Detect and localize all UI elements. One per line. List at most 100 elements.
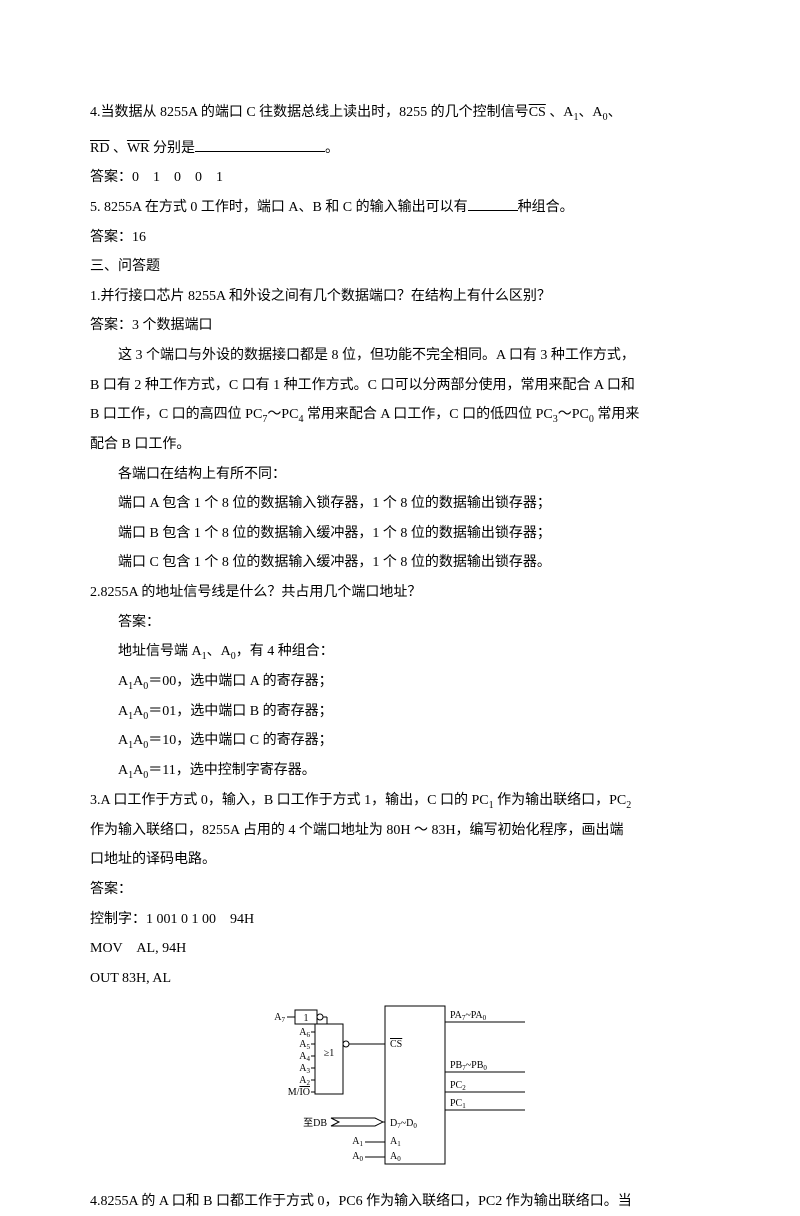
text: 4.当数据从 8255A 的端口 C 往数据总线上读出时，8255 的几个控制信… xyxy=(90,105,529,120)
qa2-p2: A1A0＝00，选中端口 A 的寄存器； xyxy=(90,669,710,696)
text: ＝10，选中端口 C 的寄存器； xyxy=(148,733,332,748)
text: 。 xyxy=(325,141,339,156)
svg-text:D7~D0: D7~D0 xyxy=(390,1118,417,1130)
qa2-p1: 地址信号端 A1、A0，有 4 种组合： xyxy=(90,639,710,666)
svg-text:A3: A3 xyxy=(299,1063,310,1075)
rd-overline: RD xyxy=(90,136,109,163)
sub: 1 xyxy=(462,1102,466,1110)
text: ～PC xyxy=(267,407,298,422)
text: 、A xyxy=(207,644,231,659)
svg-text:A6: A6 xyxy=(299,1027,310,1039)
text: ＝00，选中端口 A 的寄存器； xyxy=(148,674,332,689)
svg-text:A0: A0 xyxy=(352,1151,363,1163)
text: ，有 4 种组合： xyxy=(236,644,334,659)
qa1-p3: 各端口在结构上有所不同： xyxy=(90,462,710,489)
todb: 至DB xyxy=(303,1117,327,1129)
qa3-l1: 3.A 口工作于方式 0，输入，B 口工作于方式 1，输出，C 口的 PC1 作… xyxy=(90,788,710,815)
svg-text:PA7~PA0: PA7~PA0 xyxy=(450,1010,487,1022)
sub: 0 xyxy=(483,1014,487,1022)
text: 地址信号端 A xyxy=(118,644,202,659)
svg-text:PB7~PB0: PB7~PB0 xyxy=(450,1060,487,1072)
qa1-p2a: B 口有 2 种工作方式，C 口有 1 种工作方式。C 口可以分两部分使用，常用… xyxy=(90,373,710,400)
answer-4: 答案：0 1 0 0 1 xyxy=(90,165,710,192)
d: D xyxy=(390,1118,397,1129)
text: ＝11，选中控制字寄存器。 xyxy=(148,763,315,778)
text: A xyxy=(118,763,128,778)
qa1-p5: 端口 B 包含 1 个 8 位的数据输入缓冲器，1 个 8 位的数据输出锁存器； xyxy=(90,521,710,548)
text: 5. 8255A 在方式 0 工作时，端口 A、B 和 C 的输入输出可以有 xyxy=(90,200,468,215)
sub: 2 xyxy=(462,1084,466,1092)
sub: 2 xyxy=(626,800,631,811)
text: 常用来配合 A 口工作，C 口的低四位 PC xyxy=(303,407,552,422)
qa1-p6: 端口 C 包含 1 个 8 位的数据输入缓冲器，1 个 8 位的数据输出锁存器。 xyxy=(90,550,710,577)
pb: PB xyxy=(450,1060,463,1071)
pc2: PC xyxy=(450,1080,463,1091)
cs-overline: CS xyxy=(529,100,546,127)
text: 作为输出联络口，PC xyxy=(494,793,627,808)
svg-text:PC2: PC2 xyxy=(450,1080,466,1092)
qa2-p3: A1A0＝01，选中端口 B 的寄存器； xyxy=(90,699,710,726)
qa2-p4: A1A0＝10，选中端口 C 的寄存器； xyxy=(90,728,710,755)
sub: 3 xyxy=(307,1067,311,1075)
question-4-line2: RD 、WR 分别是 。 xyxy=(90,136,710,163)
text: 、 xyxy=(109,141,127,156)
circuit-diagram: A7 A6 A5 A4 A3 A2 M/IO 1 ≥1 xyxy=(90,1002,710,1177)
qa2-answer-head: 答案： xyxy=(90,610,710,637)
qa2-p5: A1A0＝11，选中控制字寄存器。 xyxy=(90,758,710,785)
sub: 5 xyxy=(307,1043,311,1051)
text: 常用来 xyxy=(594,407,640,422)
qa3-l2: 作为输入联络口，8255A 占用的 4 个端口地址为 80H ～ 83H，编写初… xyxy=(90,818,710,845)
text: A xyxy=(118,674,128,689)
text: A xyxy=(118,704,128,719)
qa3-l3: 口地址的译码电路。 xyxy=(90,847,710,874)
sub: 4 xyxy=(307,1055,311,1063)
text: 、A xyxy=(546,105,574,120)
text: A xyxy=(133,763,143,778)
sub: 0 xyxy=(360,1155,364,1163)
question-4b: 4.8255A 的 A 口和 B 口都工作于方式 0，PC6 作为输入联络口，P… xyxy=(90,1189,710,1216)
qa1-answer-head: 答案：3 个数据端口 xyxy=(90,313,710,340)
svg-text:A5: A5 xyxy=(299,1039,310,1051)
answer-5: 答案：16 xyxy=(90,225,710,252)
lbl: M/ xyxy=(288,1087,300,1098)
svg-text:A7: A7 xyxy=(274,1012,285,1024)
svg-text:PC1: PC1 xyxy=(450,1098,466,1110)
t: ~PB xyxy=(466,1060,484,1071)
sub: 0 xyxy=(483,1064,487,1072)
qa3-answer-head: 答案： xyxy=(90,877,710,904)
text: A xyxy=(133,733,143,748)
qa1-p2c: 配合 B 口工作。 xyxy=(90,432,710,459)
svg-text:A1: A1 xyxy=(352,1136,363,1148)
text: 、 xyxy=(608,105,622,120)
text: A xyxy=(118,733,128,748)
text: ＝01，选中端口 B 的寄存器； xyxy=(148,704,332,719)
svg-text:A4: A4 xyxy=(299,1051,310,1063)
svg-text:M/IO: M/IO xyxy=(288,1087,310,1098)
text: 3.A 口工作于方式 0，输入，B 口工作于方式 1，输出，C 口的 PC xyxy=(90,793,489,808)
t: ~PA xyxy=(465,1010,483,1021)
pa: PA xyxy=(450,1010,463,1021)
question-4-line1: 4.当数据从 8255A 的端口 C 往数据总线上读出时，8255 的几个控制信… xyxy=(90,100,710,127)
question-5: 5. 8255A 在方式 0 工作时，端口 A、B 和 C 的输入输出可以有种组… xyxy=(90,195,710,222)
gate2-label: ≥1 xyxy=(324,1048,335,1059)
sub: 0 xyxy=(397,1155,401,1163)
document-body: 4.当数据从 8255A 的端口 C 往数据总线上读出时，8255 的几个控制信… xyxy=(90,100,710,1216)
qa3-a3: OUT 83H, AL xyxy=(90,966,710,993)
text: 分别是 xyxy=(150,141,196,156)
svg-text:A1: A1 xyxy=(390,1136,401,1148)
sub: 1 xyxy=(360,1140,364,1148)
sub: 1 xyxy=(397,1140,401,1148)
blank-field xyxy=(468,197,518,211)
text: B 口工作，C 口的高四位 PC xyxy=(90,407,262,422)
text: ～PC xyxy=(558,407,589,422)
io-overline: IO xyxy=(299,1087,310,1098)
text: A xyxy=(133,704,143,719)
wr-overline: WR xyxy=(127,136,150,163)
sub: 6 xyxy=(307,1031,311,1039)
text: 、A xyxy=(578,105,602,120)
qa3-a1: 控制字：1 001 0 1 00 94H xyxy=(90,907,710,934)
gate1-label: 1 xyxy=(304,1013,309,1024)
text: A xyxy=(133,674,143,689)
qa3-a2: MOV AL, 94H xyxy=(90,936,710,963)
sub: 7 xyxy=(282,1016,286,1024)
